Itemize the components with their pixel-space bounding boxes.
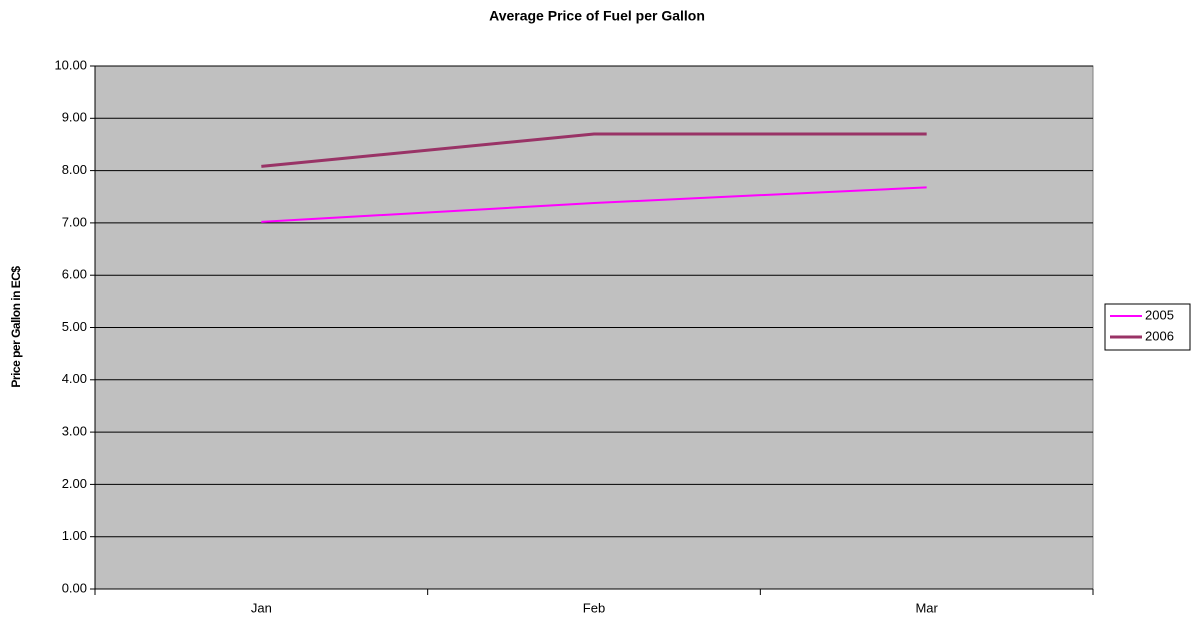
x-tick-label: Jan xyxy=(251,600,272,615)
y-tick-label: 9.00 xyxy=(62,110,87,125)
x-tick-label: Mar xyxy=(915,600,938,615)
legend-label: 2006 xyxy=(1145,328,1174,343)
y-tick-label: 2.00 xyxy=(62,476,87,491)
x-tick-label: Feb xyxy=(583,600,605,615)
y-tick-label: 0.00 xyxy=(62,580,87,595)
y-tick-label: 4.00 xyxy=(62,371,87,386)
y-axis-label: Price per Gallon in EC$ xyxy=(9,266,23,388)
y-tick-label: 8.00 xyxy=(62,162,87,177)
y-tick-label: 3.00 xyxy=(62,424,87,439)
series-line xyxy=(261,132,927,168)
y-tick-label: 5.00 xyxy=(62,319,87,334)
y-tick-label: 7.00 xyxy=(62,214,87,229)
legend-box xyxy=(1104,303,1191,351)
y-tick-label: 6.00 xyxy=(62,267,87,282)
chart-title: Average Price of Fuel per Gallon xyxy=(489,8,705,24)
y-tick-label: 10.00 xyxy=(54,57,87,72)
legend-label: 2005 xyxy=(1145,307,1174,322)
series-line xyxy=(261,186,927,223)
y-tick-label: 1.00 xyxy=(62,528,87,543)
